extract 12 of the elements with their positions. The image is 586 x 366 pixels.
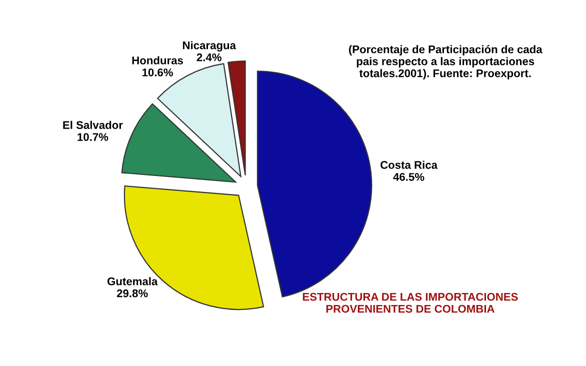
text: ESTRUCTURA DE LAS IMPORTACIONES PROVENIENTES DE COLOMBIA	[302, 292, 518, 313]
text: (Porcentaje de Participación de cada pais respecto a las importaciones totales.2001). Fuente: Proexport.	[348, 45, 542, 80]
data-label: 10.7%	[78, 133, 108, 141]
slice-label: Honduras	[132, 56, 183, 64]
slice-label: Gutemala	[107, 277, 158, 286]
slice-label: Costa Rica	[380, 160, 438, 169]
data-label: 2.4%	[196, 53, 222, 62]
slice-label: Nicaragua	[182, 41, 236, 52]
slice-label: El Salvador	[63, 120, 123, 129]
data-label: 46.5%	[393, 172, 424, 181]
data-label: 10.6%	[142, 68, 173, 76]
data-label: 29.8%	[116, 289, 148, 298]
